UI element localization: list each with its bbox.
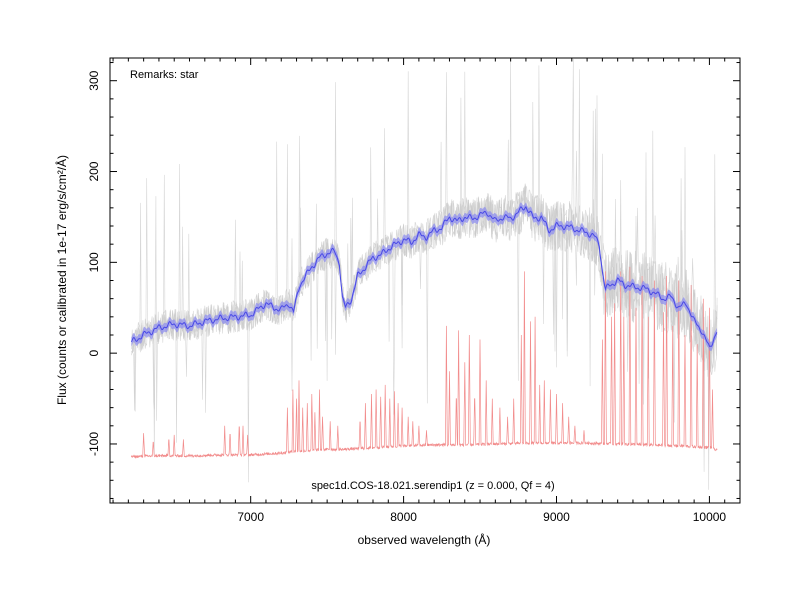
y-tick-label: 200 [87,161,101,181]
remarks-annotation: Remarks: star [130,69,199,81]
y-tick-label: 100 [87,252,101,272]
x-tick-label: 9000 [543,510,570,524]
spectrum-caption: spec1d.COS-18.021.serendip1 (z = 0.000, … [311,480,554,492]
x-tick-label: 8000 [390,510,417,524]
smoothed-spectrum-line [130,205,718,347]
x-tick-label: 7000 [237,510,264,524]
tick-labels: 7000 8000 9000 10000 -100 0 100 200 300 [87,70,726,524]
x-axis-label: observed wavelength (Å) [358,532,491,547]
sky-spectrum-line [131,266,718,459]
y-tick-label: 0 [87,349,101,356]
y-tick-label: 300 [87,70,101,90]
smoothed-spectrum [130,202,718,351]
y-axis-label: Flux (counts or calibrated in 1e-17 erg/… [54,155,69,405]
smoothed-spectrum-band [131,202,717,351]
x-tick-label: 10000 [693,510,727,524]
y-tick-label: -100 [87,432,101,456]
sky-spectrum [131,266,718,459]
axis-ticks [110,58,741,503]
